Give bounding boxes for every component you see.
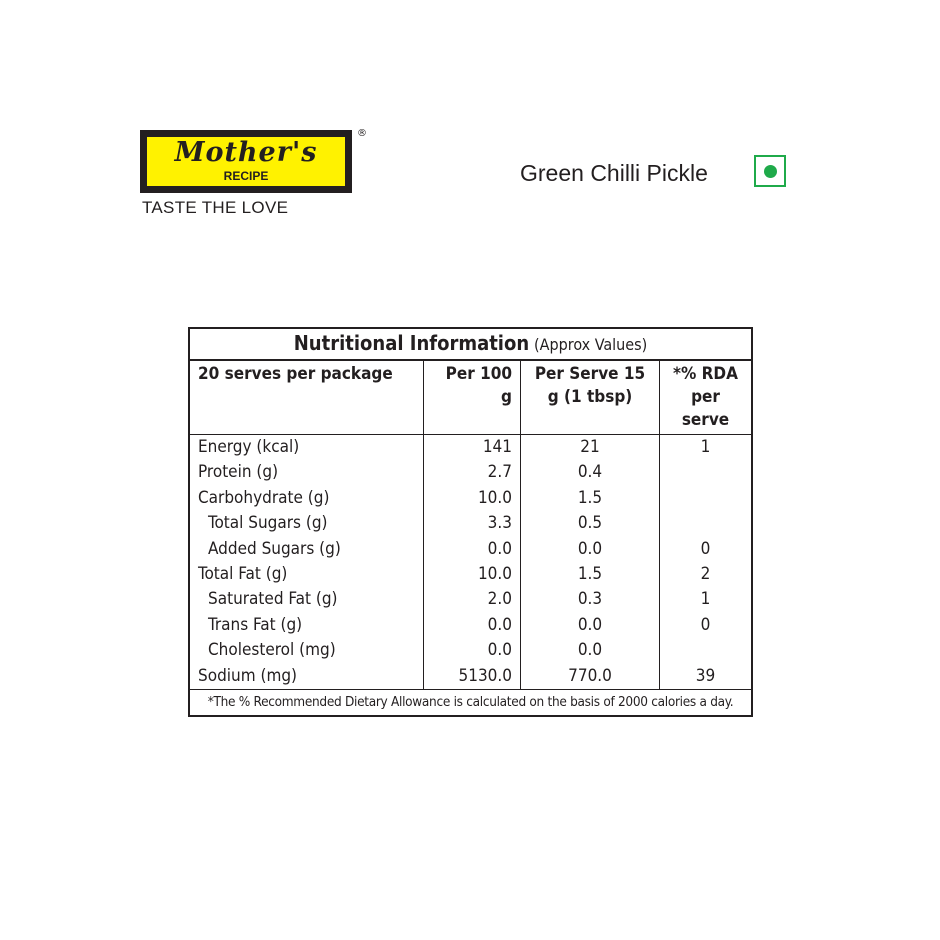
cell-name: Total Sugars (g) — [208, 513, 328, 534]
cell-per100: 10.0 — [423, 485, 521, 512]
cell-serve: 0.0 — [520, 536, 660, 563]
cell-serve: 0.0 — [520, 638, 660, 664]
cell-name: Cholesterol (mg) — [208, 640, 336, 661]
table-row: Sodium (mg) 5130.0 770.0 39 — [189, 663, 752, 690]
cell-per100: 3.3 — [423, 511, 521, 537]
cell-per100: 0.0 — [423, 612, 521, 639]
table-row: Total Fat (g) 10.0 1.5 2 — [189, 562, 752, 588]
cell-rda — [659, 638, 752, 664]
cell-per100: 10.0 — [423, 562, 521, 588]
cell-serve: 1.5 — [520, 485, 660, 512]
table-row: Energy (kcal) 141 21 1 — [189, 434, 752, 461]
cell-per100: 2.0 — [423, 587, 521, 613]
cell-per100: 2.7 — [423, 460, 521, 486]
brand-sub: RECIPE — [223, 169, 269, 183]
header-cell: 20 serves per package — [189, 360, 424, 435]
cell-rda: 0 — [659, 612, 752, 639]
cell-per100: 141 — [423, 434, 521, 461]
nutrition-table: Nutritional Information (Approx Values) … — [188, 327, 753, 718]
cell-name: Protein (g) — [198, 462, 279, 483]
cell-serve: 0.4 — [520, 460, 660, 486]
veg-mark-icon — [754, 155, 786, 187]
brand-logo: Mother's RECIPE — [140, 130, 352, 193]
cell-serve: 21 — [520, 434, 660, 461]
product-name: Green Chilli Pickle — [520, 160, 708, 186]
cell-name: Saturated Fat (g) — [208, 589, 338, 610]
cell-rda: 1 — [659, 434, 752, 461]
table-row: Added Sugars (g) 0.0 0.0 0 — [189, 536, 752, 563]
table-row: Saturated Fat (g) 2.0 0.3 1 — [189, 587, 752, 613]
cell-rda — [659, 485, 752, 512]
header-cell: Per 100 g — [423, 360, 521, 435]
cell-name: Energy (kcal) — [198, 437, 300, 457]
cell-rda — [659, 460, 752, 486]
cell-rda — [659, 511, 752, 537]
header-cell: Per Serve 15 g (1 tbsp) — [520, 360, 660, 435]
brand-tagline: TASTE THE LOVE — [142, 198, 289, 217]
header-cell: *% RDA per serve — [659, 360, 752, 435]
cell-name: Added Sugars (g) — [208, 538, 341, 559]
cell-name: Carbohydrate (g) — [198, 487, 330, 508]
cell-serve: 0.5 — [520, 511, 660, 537]
cell-name: Sodium (mg) — [198, 665, 298, 686]
cell-serve: 1.5 — [520, 562, 660, 588]
cell-per100: 0.0 — [423, 536, 521, 563]
registered-mark: ® — [357, 128, 367, 139]
table-row: Carbohydrate (g) 10.0 1.5 — [189, 485, 752, 512]
table-row: Cholesterol (mg) 0.0 0.0 — [189, 638, 752, 664]
cell-serve: 770.0 — [520, 663, 660, 690]
cell-rda: 39 — [659, 663, 752, 690]
table-row: Protein (g) 2.7 0.4 — [189, 460, 752, 486]
cell-serve: 0.3 — [520, 587, 660, 613]
cell-rda: 1 — [659, 587, 752, 613]
cell-rda: 0 — [659, 536, 752, 563]
brand-name: Mother's — [174, 137, 318, 168]
table-title: Nutritional Information (Approx Values) — [189, 328, 752, 361]
cell-rda: 2 — [659, 562, 752, 588]
cell-serve: 0.0 — [520, 612, 660, 639]
cell-per100: 0.0 — [423, 638, 521, 664]
cell-per100: 5130.0 — [423, 663, 521, 690]
table-row: Total Sugars (g) 3.3 0.5 — [189, 511, 752, 537]
cell-name: Total Fat (g) — [198, 564, 288, 585]
table-row: Trans Fat (g) 0.0 0.0 0 — [189, 612, 752, 639]
cell-name: Trans Fat (g) — [208, 614, 303, 635]
footnote: *The % Recommended Dietary Allowance is … — [189, 689, 752, 717]
header-row: 20 serves per package Per 100 g Per Serv… — [189, 360, 752, 435]
